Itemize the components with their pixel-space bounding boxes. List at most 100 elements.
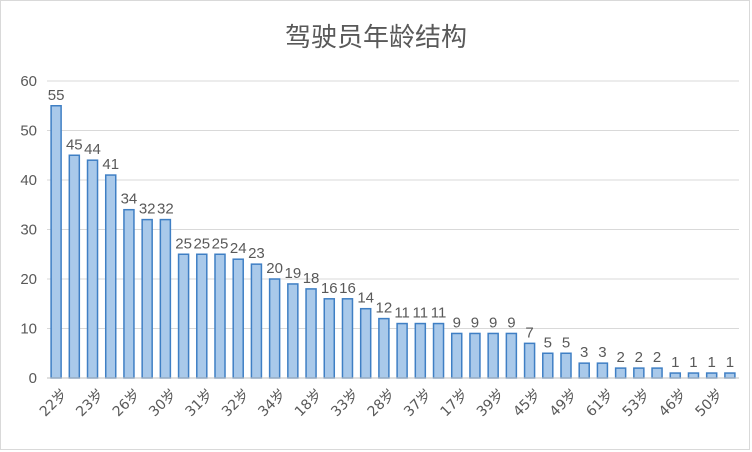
y-tick-label: 40	[20, 172, 37, 189]
bar	[414, 322, 427, 379]
bar	[359, 307, 372, 379]
data-label: 20	[266, 260, 283, 277]
data-label: 9	[471, 314, 479, 331]
data-label: 32	[139, 201, 156, 218]
y-tick-label: 50	[20, 123, 37, 140]
bar	[505, 332, 518, 379]
bar	[450, 332, 463, 379]
bar	[724, 372, 736, 379]
bar	[305, 288, 317, 379]
x-tick-label: 28岁	[365, 386, 399, 420]
bar	[542, 352, 554, 379]
bar	[633, 367, 645, 379]
bar	[86, 159, 99, 379]
bar	[578, 362, 590, 379]
data-label: 16	[321, 280, 338, 297]
data-label: 2	[653, 349, 661, 366]
bar	[378, 317, 390, 379]
data-label: 1	[689, 354, 697, 371]
data-label: 2	[616, 349, 624, 366]
data-label: 2	[635, 349, 643, 366]
data-label: 11	[413, 305, 429, 322]
bar	[560, 352, 572, 379]
data-label: 34	[121, 191, 138, 208]
x-tick-label: 31岁	[183, 386, 217, 420]
bar	[68, 154, 81, 379]
data-label: 5	[562, 334, 570, 351]
bar	[614, 367, 627, 379]
y-tick-label: 10	[20, 321, 37, 338]
bar	[651, 367, 663, 379]
y-tick-label: 20	[20, 271, 37, 288]
x-tick-label: 33岁	[328, 386, 362, 420]
data-label: 1	[671, 354, 679, 371]
data-label: 1	[726, 354, 734, 371]
bar	[196, 253, 208, 379]
data-label: 41	[102, 156, 119, 173]
x-tick-label: 32岁	[219, 386, 253, 420]
x-tick-label: 37岁	[401, 386, 435, 420]
bar	[432, 322, 445, 379]
data-label: 9	[507, 314, 515, 331]
bar	[669, 372, 682, 379]
data-label: 9	[489, 314, 497, 331]
data-label: 19	[284, 265, 301, 282]
bar	[214, 253, 226, 379]
x-tick-label: 45岁	[510, 386, 544, 420]
bar	[159, 218, 172, 379]
data-label: 23	[248, 245, 265, 262]
x-tick-label: 18岁	[292, 386, 326, 420]
bar	[177, 253, 190, 379]
data-label: 1	[708, 354, 716, 371]
bar	[323, 298, 336, 379]
bar	[50, 105, 62, 379]
bar	[523, 342, 536, 379]
x-tick-label: 23岁	[73, 386, 107, 420]
x-tick-label: 50岁	[692, 386, 726, 420]
x-tick-label: 17岁	[438, 386, 472, 420]
data-label: 25	[175, 235, 192, 252]
bar	[487, 332, 499, 379]
data-label: 11	[431, 305, 447, 322]
data-label: 25	[212, 235, 229, 252]
chart-title: 驾驶员年龄结构	[285, 23, 467, 53]
y-tick-label: 60	[20, 73, 37, 90]
bar	[396, 322, 408, 379]
bar	[232, 258, 244, 379]
data-label: 18	[303, 270, 320, 287]
x-tick-label: 26岁	[110, 386, 144, 420]
x-tick-label: 39岁	[474, 386, 508, 420]
data-label: 3	[580, 344, 588, 361]
bar	[104, 174, 117, 379]
bar	[250, 263, 263, 379]
bar	[687, 372, 700, 379]
x-tick-label: 22岁	[37, 386, 71, 420]
bar	[287, 283, 299, 379]
data-label: 3	[598, 344, 606, 361]
x-tick-label: 30岁	[146, 386, 180, 420]
bar	[123, 208, 135, 379]
data-label: 11	[394, 305, 410, 322]
data-label: 14	[357, 290, 374, 307]
x-tick-label: 61岁	[583, 386, 617, 420]
bar	[469, 332, 481, 379]
axis-layer: 0 10 20 30 40 50 60	[20, 73, 739, 387]
bar	[596, 362, 609, 379]
data-label: 9	[453, 314, 461, 331]
x-tick-label: 34岁	[255, 386, 289, 420]
data-label: 24	[230, 240, 247, 257]
data-label: 25	[193, 235, 210, 252]
bar-layer	[50, 105, 736, 379]
x-tick-label: 46岁	[656, 386, 690, 420]
data-label: 5	[544, 334, 552, 351]
x-tick-label: 53岁	[620, 386, 654, 420]
x-tick-layer: 22岁 23岁 26岁 30岁 31岁 32岁 34岁 18岁 33岁 28岁 37岁 17岁 39岁 4…	[37, 386, 726, 420]
data-label: 7	[525, 324, 533, 341]
data-label: 45	[66, 136, 83, 153]
bar	[141, 218, 153, 379]
bar	[341, 298, 354, 379]
bar	[268, 278, 281, 379]
